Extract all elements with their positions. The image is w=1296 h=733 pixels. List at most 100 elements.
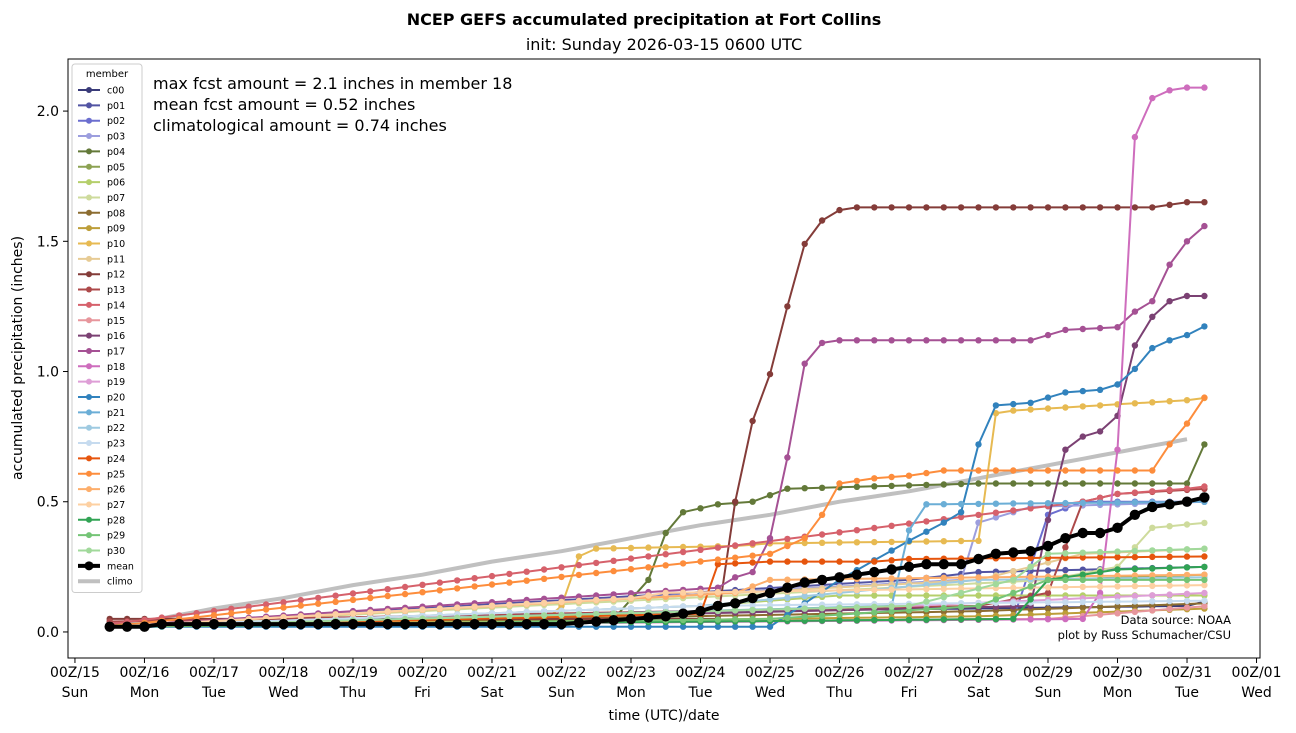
series-p17 [106, 222, 1208, 630]
data-point-p23 [1062, 599, 1069, 606]
data-point-p20 [1201, 323, 1208, 330]
data-point-p20 [645, 623, 652, 630]
legend-label-p09: p09 [107, 224, 125, 235]
data-point-mean [625, 613, 637, 625]
data-point-p24 [905, 555, 913, 563]
data-point-p25 [714, 556, 722, 563]
data-point-p29 [1149, 576, 1156, 584]
data-point-p14 [349, 590, 357, 597]
legend-marker-p22 [86, 424, 92, 431]
data-point-p14 [679, 548, 687, 556]
legend-marker-p25 [86, 470, 92, 477]
data-point-mean [1008, 547, 1019, 558]
data-point-p27 [801, 587, 808, 595]
data-point-p25 [1079, 467, 1087, 474]
legend-label-p20: p20 [107, 393, 125, 404]
data-point-p29 [1114, 576, 1121, 584]
data-point-p23 [1149, 598, 1156, 605]
data-point-mean [799, 577, 810, 588]
data-point-p25 [749, 552, 756, 559]
data-point-p29 [801, 613, 808, 620]
data-point-p27 [367, 609, 374, 616]
data-point-p29 [1044, 576, 1052, 584]
data-point-p25 [506, 579, 513, 586]
data-point-p27 [523, 600, 530, 607]
data-point-mean [886, 564, 897, 575]
data-point-p30 [1079, 549, 1087, 556]
data-point-p25 [679, 560, 687, 567]
data-point-mean [834, 572, 845, 583]
legend-marker-p15 [86, 317, 92, 324]
data-point-p27 [297, 613, 304, 620]
data-point-p18 [1062, 615, 1069, 623]
data-point-p18 [1079, 615, 1087, 623]
data-point-p08 [1096, 603, 1104, 611]
data-point-mean [816, 574, 828, 586]
data-point-p20 [714, 623, 722, 630]
legend-marker-p07 [86, 194, 92, 201]
legend-marker-p12 [86, 271, 92, 278]
x-tick-label: 00Z/16 [119, 665, 169, 681]
data-point-p14 [419, 581, 426, 588]
data-point-p08 [1044, 605, 1052, 612]
data-point-p12 [1201, 199, 1208, 206]
data-point-p27 [714, 588, 722, 596]
data-point-p10 [575, 553, 583, 560]
data-point-p20 [1027, 399, 1034, 406]
data-point-mean [1042, 540, 1054, 552]
legend-marker-p06 [86, 179, 92, 186]
data-point-p24 [766, 558, 774, 565]
data-point-p10 [1149, 399, 1156, 406]
data-point-p17 [1183, 238, 1191, 245]
data-point-p29 [1131, 576, 1139, 584]
legend-marker-p24 [86, 455, 92, 462]
data-point-p14 [401, 583, 409, 591]
data-point-p14 [992, 509, 1000, 516]
data-point-p12 [975, 204, 982, 211]
data-point-p30 [871, 603, 878, 610]
legend-label-p05: p05 [107, 162, 125, 173]
data-point-p14 [367, 588, 374, 595]
data-point-p10 [1166, 398, 1173, 405]
data-point-p24 [836, 558, 843, 565]
data-point-p25 [957, 467, 965, 474]
data-point-p12 [732, 498, 739, 505]
x-tick-day-label: Fri [901, 685, 918, 701]
data-point-p18 [1027, 616, 1034, 623]
data-point-p20 [766, 623, 774, 630]
data-point-p30 [853, 604, 861, 611]
data-point-p14 [749, 540, 756, 547]
data-point-p26 [1027, 573, 1034, 580]
data-point-mean [243, 618, 254, 630]
data-point-p21 [1062, 499, 1069, 507]
data-point-p20 [749, 623, 756, 630]
data-point-p24 [1149, 553, 1156, 561]
data-point-p30 [975, 585, 982, 592]
data-point-p10 [1183, 397, 1191, 404]
data-point-p04 [697, 505, 704, 512]
data-point-p18 [1149, 94, 1156, 102]
data-point-p16 [1166, 298, 1173, 305]
data-point-mean [1060, 533, 1071, 544]
legend-label-p04: p04 [107, 147, 125, 158]
data-point-p12 [1027, 204, 1034, 211]
data-point-p20 [1096, 386, 1104, 393]
data-point-p12 [1166, 201, 1173, 208]
legend-label-p02: p02 [107, 116, 125, 127]
data-point-p27 [506, 601, 513, 608]
data-point-p28 [853, 617, 861, 624]
legend-label-p27: p27 [107, 500, 125, 511]
data-point-p29 [1183, 576, 1191, 584]
data-point-p18 [1044, 616, 1052, 623]
data-point-p08 [1114, 603, 1121, 610]
data-point-p24 [1096, 554, 1104, 561]
legend-marker-p11 [86, 255, 92, 262]
data-point-p04 [1149, 480, 1156, 487]
data-point-p25 [280, 604, 287, 611]
data-point-p24 [801, 558, 808, 565]
data-point-p17 [575, 593, 583, 600]
data-point-p12 [1010, 204, 1017, 211]
series-climo [109, 437, 1188, 629]
data-point-p16 [1131, 342, 1139, 349]
data-point-p25 [853, 477, 861, 485]
